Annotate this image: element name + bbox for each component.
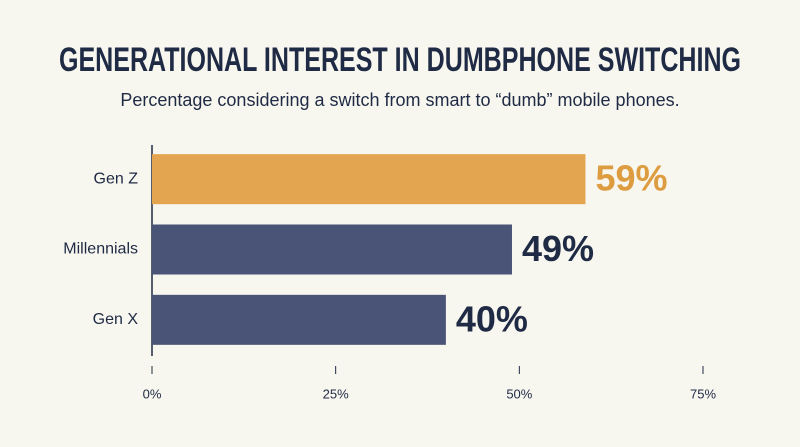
bar — [152, 294, 446, 345]
y-tick-label: Gen X — [93, 311, 139, 328]
chart-subtitle: Percentage considering a switch from sma… — [120, 90, 679, 110]
bar — [152, 154, 586, 205]
value-label: 40% — [456, 298, 528, 339]
x-tick-label: 25% — [323, 386, 349, 401]
value-label: 59% — [595, 158, 667, 199]
x-tick-label: 0% — [143, 386, 162, 401]
chart-title: GENERATIONAL INTEREST IN DUMBPHONE SWITC… — [59, 41, 741, 79]
bar — [152, 224, 512, 275]
x-tick-label: 75% — [690, 386, 716, 401]
y-tick-label: Gen Z — [94, 170, 139, 187]
value-label: 49% — [522, 228, 594, 269]
y-tick-label: Millennials — [63, 241, 138, 258]
x-tick-label: 50% — [506, 386, 532, 401]
